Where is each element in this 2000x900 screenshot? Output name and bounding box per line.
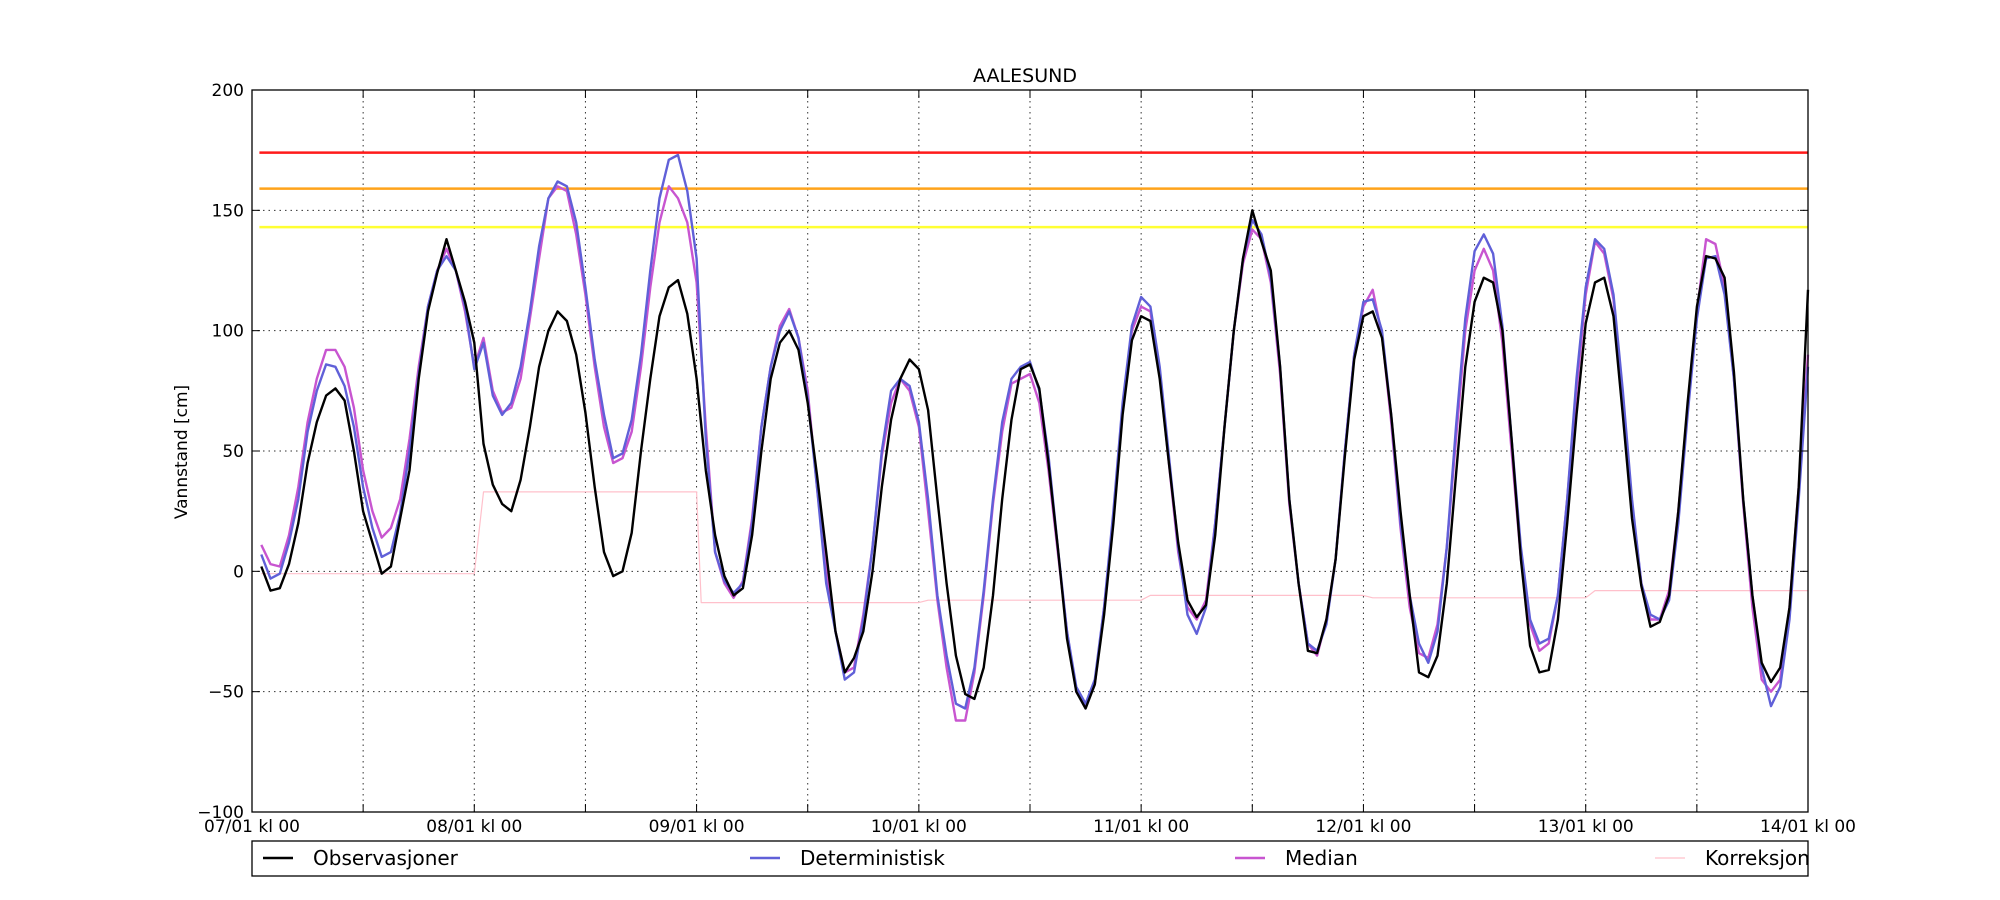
chart-title: AALESUND [973, 65, 1077, 87]
legend-label: Deterministisk [800, 846, 945, 870]
y-tick-label: 50 [222, 442, 244, 462]
x-tick-label: 14/01 kl 00 [1760, 817, 1856, 837]
legend-label: Korreksjon [1705, 846, 1810, 870]
y-tick-label: 100 [212, 322, 244, 342]
legend-box [251, 840, 1809, 877]
x-tick-label: 13/01 kl 00 [1538, 817, 1634, 837]
legend-label: Median [1285, 846, 1358, 870]
legend-label: Observasjoner [313, 846, 459, 870]
series-line-observasjoner [260, 209, 1810, 710]
grid-lines [252, 90, 1808, 812]
series-line-korreksjon [261, 491, 1808, 604]
series-line-median [260, 185, 1810, 722]
x-tick-label: 11/01 kl 00 [1093, 817, 1189, 837]
y-tick-label: 150 [212, 201, 244, 221]
y-axis-label: Vannstand [cm] [172, 385, 192, 519]
x-tick-label: 09/01 kl 00 [649, 817, 745, 837]
x-tick-label: 08/01 kl 00 [426, 817, 522, 837]
y-tick-label: 0 [233, 562, 244, 582]
legend: Observasjoner Deterministisk Median Korreks… [251, 840, 1810, 877]
x-tick-label: 12/01 kl 00 [1315, 817, 1411, 837]
x-tick-label: 10/01 kl 00 [871, 817, 967, 837]
y-tick-label: −100 [197, 803, 244, 823]
y-tick-label: 200 [212, 81, 244, 101]
y-tick-label: −50 [208, 683, 244, 703]
threshold-lines [259, 151, 1808, 229]
series-lines [260, 153, 1810, 722]
x-tick-label: 07/01 kl 00 [204, 817, 300, 837]
